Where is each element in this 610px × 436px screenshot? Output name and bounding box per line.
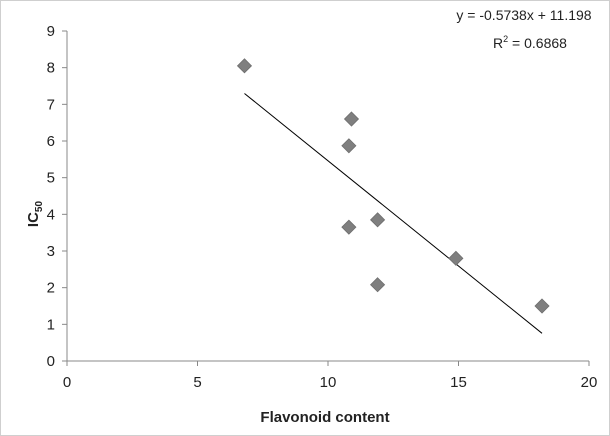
data-point — [370, 212, 386, 228]
data-point — [534, 298, 550, 314]
y-axis-title: IC50 — [25, 201, 45, 228]
r2-sup: 2 — [503, 34, 508, 44]
data-point — [341, 138, 357, 154]
x-tick-label: 5 — [193, 374, 201, 391]
r2-value: = 0.6868 — [508, 35, 567, 51]
y-tick-label: 5 — [47, 170, 55, 187]
x-axis-title: Flavonoid content — [260, 409, 389, 426]
y-tick-label: 9 — [47, 23, 55, 40]
x-tick-label: 0 — [63, 374, 71, 391]
y-tick-label: 8 — [47, 60, 55, 77]
x-tick-label: 15 — [450, 374, 467, 391]
y-tick-label: 4 — [47, 206, 55, 223]
data-point — [236, 58, 253, 74]
x-tick-label: 10 — [320, 374, 337, 391]
axes — [66, 31, 589, 362]
y-axis-title-main: IC — [25, 212, 42, 227]
trendline-r-squared: R2 = 0.6868 — [493, 34, 567, 51]
data-point — [341, 219, 357, 235]
data-point — [343, 111, 360, 127]
trendline-equation: y = -0.5738x + 11.198 — [456, 7, 591, 23]
trendline — [244, 93, 543, 334]
data-points — [236, 58, 550, 314]
tick-group: 0 1 2 3 4 5 6 7 8 9 0 5 10 15 20 — [47, 23, 598, 391]
y-tick-label: 3 — [47, 243, 55, 260]
r2-label: R — [493, 35, 503, 51]
y-tick-label: 1 — [47, 316, 55, 333]
x-tick-label: 20 — [581, 374, 598, 391]
data-point — [448, 250, 464, 266]
y-tick-label: 0 — [47, 353, 55, 370]
y-axis-title-sub: 50 — [34, 201, 45, 213]
trendline-group — [244, 93, 543, 334]
y-tick-label: 7 — [47, 96, 55, 113]
data-point — [370, 277, 386, 293]
y-tick-label: 2 — [47, 280, 55, 297]
y-tick-label: 6 — [47, 133, 55, 150]
